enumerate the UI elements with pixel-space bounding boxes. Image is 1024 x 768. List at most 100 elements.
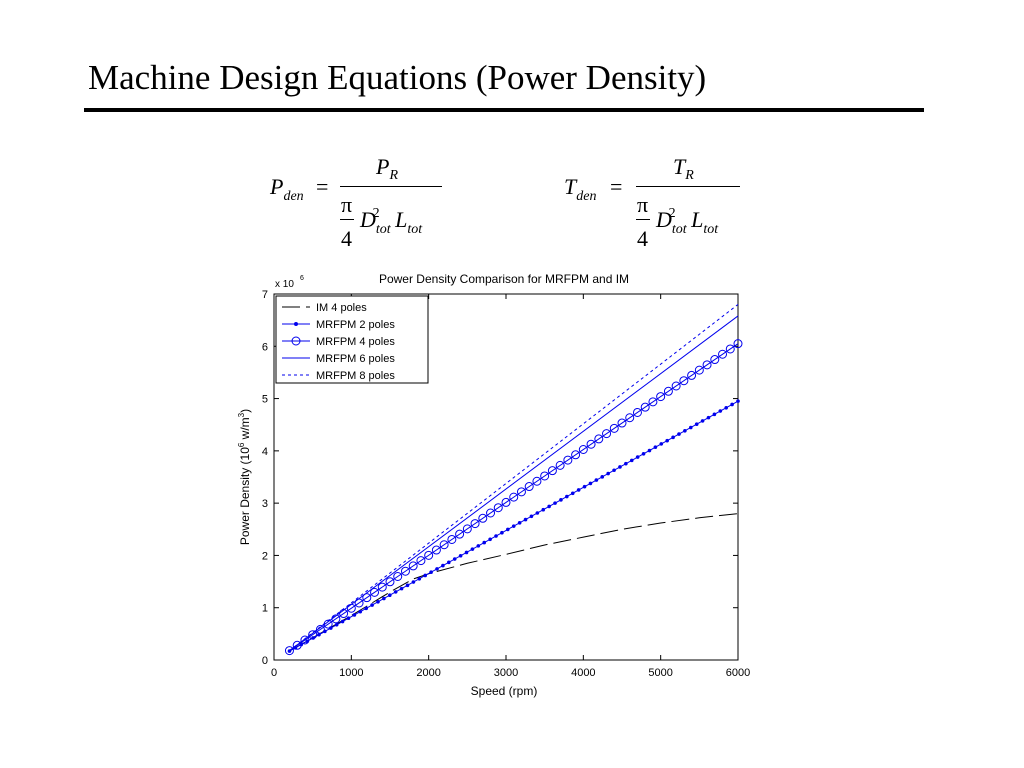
series-line-mrfpm-6-poles [289, 315, 739, 651]
y-tick-label: 6 [262, 341, 268, 353]
y-multiplier-base: x 10 [275, 279, 294, 290]
series-point [665, 438, 669, 443]
fraction-bar [636, 186, 740, 187]
series-point [586, 439, 596, 449]
x-tick-label: 6000 [726, 667, 750, 679]
series-line-mrfpm-8-poles [289, 304, 739, 651]
series-point [509, 492, 519, 502]
series-point [641, 452, 646, 456]
series-point [464, 550, 469, 555]
numerator-subscript: R [685, 168, 694, 183]
x-axis-label: Speed (rpm) [471, 684, 538, 698]
series-point [576, 488, 581, 492]
series-point [328, 626, 333, 630]
slide-title: Machine Design Equations (Power Density) [88, 58, 707, 97]
series-point [500, 530, 504, 535]
series-point [547, 504, 551, 509]
y-tick-label: 1 [262, 603, 268, 615]
series-point [486, 508, 496, 518]
pi-symbol: π [341, 192, 353, 217]
series-point [441, 563, 445, 568]
series-point [393, 572, 403, 582]
numerator-subscript: R [389, 168, 399, 183]
series-layer [284, 304, 743, 656]
l-subscript: tot [407, 222, 423, 237]
denominator-expression: Dtot2 Ltot [656, 206, 718, 238]
series-point [712, 412, 717, 417]
series-point [352, 613, 357, 617]
series-point [624, 461, 628, 466]
series-point [529, 514, 534, 519]
equals-sign: = [610, 174, 623, 199]
four-digit: 4 [341, 226, 352, 251]
series-point [563, 455, 573, 465]
series-point [725, 344, 735, 354]
series-point [411, 580, 416, 584]
series-point [364, 606, 368, 611]
series-point [606, 471, 610, 476]
y-multiplier-exponent: 6 [300, 275, 304, 282]
fraction-bar [340, 186, 442, 187]
series-point [541, 507, 546, 512]
series-point [618, 465, 622, 469]
series-point [315, 624, 325, 634]
y-tick-label: 2 [262, 550, 268, 562]
series-point [600, 475, 605, 479]
series-point [540, 471, 550, 481]
denominator-expression: Dtot2 Ltot [360, 206, 422, 238]
x-tick-label: 5000 [648, 667, 672, 679]
series-point [478, 513, 488, 523]
series-point [724, 405, 728, 410]
series-point [609, 423, 619, 433]
series-point [710, 355, 720, 365]
series-point [659, 442, 664, 446]
series-point [632, 407, 642, 417]
y-multiplier: x 10 6 [275, 275, 304, 290]
y-axis-label-sup1: 6 [237, 442, 246, 447]
series-point [565, 494, 569, 499]
pi-symbol: π [637, 192, 649, 217]
y-tick-label: 0 [262, 655, 268, 667]
series-line-im-4-poles [289, 513, 739, 652]
chart-title: Power Density Comparison for MRFPM and I… [379, 272, 629, 286]
series-point [700, 419, 705, 423]
series-point [694, 365, 704, 375]
y-axis-label-part3: ) [238, 409, 252, 413]
series-point [439, 540, 449, 550]
x-tick-label: 1000 [339, 667, 363, 679]
series-point [555, 460, 565, 470]
series-point [334, 623, 339, 627]
series-point [494, 534, 498, 538]
series-point [570, 491, 575, 496]
numerator-symbol: T [673, 154, 686, 179]
series-point [582, 484, 587, 489]
series-point [393, 590, 398, 594]
series-point [718, 409, 723, 413]
x-tick-label: 0 [271, 667, 277, 679]
series-point [452, 557, 457, 561]
series-point [370, 603, 374, 607]
legend-marker [291, 336, 301, 346]
d-symbol: D [656, 207, 672, 232]
legend-label: MRFPM 6 poles [316, 353, 395, 365]
series-point [400, 566, 410, 576]
lhs-subscript: den [283, 189, 304, 204]
equals-sign: = [316, 174, 329, 199]
series-point [730, 402, 734, 407]
series-point [532, 476, 542, 486]
series-point [382, 596, 386, 601]
series-point [501, 497, 511, 507]
series-point [370, 587, 380, 597]
series-point [663, 386, 673, 396]
title-underline [84, 108, 924, 112]
lhs-subscript: den [576, 189, 597, 204]
lhs-symbol: T [564, 174, 577, 199]
y-axis-label-part2: w/m [238, 417, 252, 442]
x-tick-label: 3000 [494, 667, 518, 679]
series-point [476, 544, 481, 548]
four-digit: 4 [637, 226, 648, 251]
series-point [656, 392, 666, 402]
series-point [629, 458, 634, 463]
series-point [431, 545, 441, 555]
